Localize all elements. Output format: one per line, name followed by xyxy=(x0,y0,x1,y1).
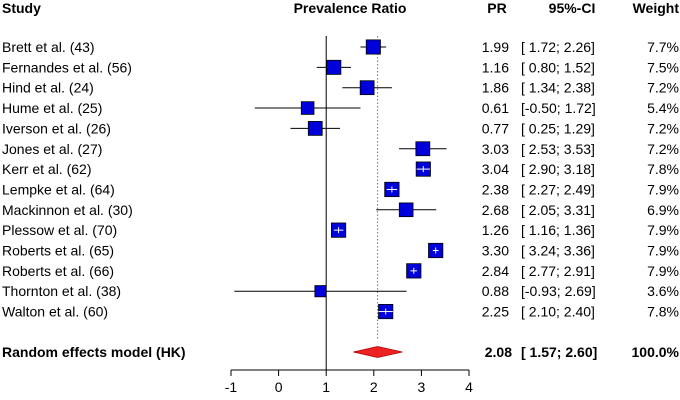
x-tick-label: 3 xyxy=(418,379,426,395)
study-pr: 1.26 xyxy=(482,222,509,238)
study-pr: 1.16 xyxy=(482,59,509,75)
x-tick-label: -1 xyxy=(225,379,238,395)
study-weight: 7.2% xyxy=(647,80,679,96)
study-weight: 7.2% xyxy=(647,141,679,157)
header-ci: 95%-CI xyxy=(549,0,596,16)
study-label: Roberts et al. (66) xyxy=(2,263,114,279)
study-label: Hume et al. (25) xyxy=(2,100,102,116)
study-weight: 7.9% xyxy=(647,243,679,259)
summary-pr: 2.08 xyxy=(485,344,512,360)
x-tick-label: 2 xyxy=(370,379,378,395)
study-weight: 5.4% xyxy=(647,100,679,116)
study-ci: [-0.50; 1.72] xyxy=(521,100,596,116)
study-label: Walton et al. (60) xyxy=(2,304,108,320)
x-tick-label: 4 xyxy=(465,379,473,395)
study-square xyxy=(398,202,414,218)
study-square xyxy=(326,59,342,75)
study-pr: 2.84 xyxy=(482,263,509,279)
summary-weight: 100.0% xyxy=(632,344,680,360)
study-label: Roberts et al. (65) xyxy=(2,243,114,259)
study-weight: 7.9% xyxy=(647,222,679,238)
study-ci: [ 2.77; 2.91] xyxy=(521,263,595,279)
study-ci: [ 2.10; 2.40] xyxy=(521,304,595,320)
study-weight: 7.9% xyxy=(647,181,679,197)
study-pr: 1.86 xyxy=(482,80,509,96)
study-pr: 0.77 xyxy=(482,120,509,136)
study-ci: [ 0.25; 1.29] xyxy=(521,120,595,136)
study-square xyxy=(314,285,327,298)
study-ci: [ 1.34; 2.38] xyxy=(521,80,595,96)
study-weight: 7.8% xyxy=(647,161,679,177)
study-pr: 2.25 xyxy=(482,304,509,320)
study-square xyxy=(359,80,375,96)
study-label: Kerr et al. (62) xyxy=(2,161,91,177)
study-label: Brett et al. (43) xyxy=(2,39,95,55)
study-ci: [ 2.90; 3.18] xyxy=(521,161,595,177)
study-weight: 7.8% xyxy=(647,304,679,320)
study-pr: 0.88 xyxy=(482,283,509,299)
study-pr: 2.68 xyxy=(482,202,509,218)
study-label: Thornton et al. (38) xyxy=(2,283,121,299)
study-ci: [ 1.72; 2.26] xyxy=(521,39,595,55)
study-weight: 7.7% xyxy=(647,39,679,55)
study-ci: [ 2.53; 3.53] xyxy=(521,141,595,157)
study-pr: 3.03 xyxy=(482,141,509,157)
study-label: Fernandes et al. (56) xyxy=(2,59,132,75)
study-weight: 7.9% xyxy=(647,263,679,279)
study-weight: 3.6% xyxy=(647,283,679,299)
study-ci: [ 1.16; 1.36] xyxy=(521,222,595,238)
study-pr: 0.61 xyxy=(482,100,509,116)
study-ci: [ 2.05; 3.31] xyxy=(521,202,595,218)
study-square xyxy=(307,121,323,136)
study-pr: 3.04 xyxy=(482,161,509,177)
study-ci: [-0.93; 2.69] xyxy=(521,283,596,299)
study-square xyxy=(365,39,381,55)
study-ci: [ 3.24; 3.36] xyxy=(521,243,595,259)
header-study: Study xyxy=(2,0,41,16)
study-label: Iverson et al. (26) xyxy=(2,120,111,136)
header-pr: PR xyxy=(487,0,506,16)
x-tick-label: 1 xyxy=(322,379,330,395)
summary-label: Random effects model (HK) xyxy=(2,344,186,360)
study-pr: 1.99 xyxy=(482,39,509,55)
study-weight: 7.5% xyxy=(647,59,679,75)
study-label: Jones et al. (27) xyxy=(2,141,102,157)
header-weight: Weight xyxy=(633,0,680,16)
header-axis-title: Prevalence Ratio xyxy=(294,0,407,16)
study-square xyxy=(415,141,431,157)
summary-ci: [ 1.57; 2.60] xyxy=(521,344,597,360)
study-label: Lempke et al. (64) xyxy=(2,181,115,197)
study-label: Hind et al. (24) xyxy=(2,80,94,96)
study-pr: 3.30 xyxy=(482,243,509,259)
x-tick-label: 0 xyxy=(275,379,283,395)
study-weight: 6.9% xyxy=(647,202,679,218)
study-ci: [ 0.80; 1.52] xyxy=(521,59,595,75)
study-label: Mackinnon et al. (30) xyxy=(2,202,133,218)
study-pr: 2.38 xyxy=(482,181,509,197)
summary-diamond xyxy=(353,346,403,358)
study-square xyxy=(300,101,315,115)
study-ci: [ 2.27; 2.49] xyxy=(521,181,595,197)
study-label: Plessow et al. (70) xyxy=(2,222,117,238)
study-weight: 7.2% xyxy=(647,120,679,136)
